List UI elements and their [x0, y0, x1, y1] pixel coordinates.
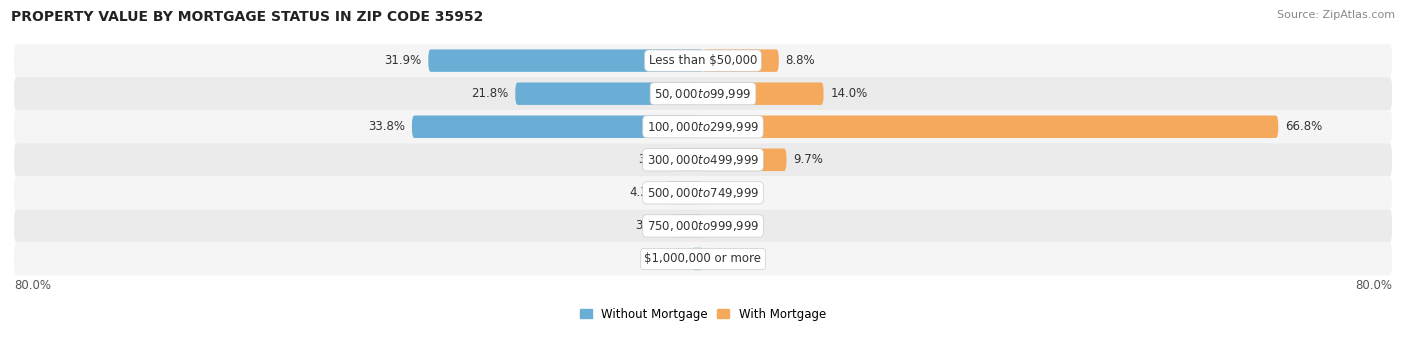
FancyBboxPatch shape [14, 77, 1392, 110]
FancyBboxPatch shape [14, 176, 1392, 209]
FancyBboxPatch shape [14, 44, 1392, 77]
Text: 80.0%: 80.0% [1355, 279, 1392, 292]
Text: $300,000 to $499,999: $300,000 to $499,999 [647, 153, 759, 167]
Legend: Without Mortgage, With Mortgage: Without Mortgage, With Mortgage [575, 303, 831, 325]
Text: 4.3%: 4.3% [630, 186, 659, 199]
FancyBboxPatch shape [515, 83, 703, 105]
Text: 21.8%: 21.8% [471, 87, 509, 100]
FancyBboxPatch shape [672, 215, 703, 237]
Text: $100,000 to $299,999: $100,000 to $299,999 [647, 120, 759, 134]
Text: Less than $50,000: Less than $50,000 [648, 54, 758, 67]
Text: 8.8%: 8.8% [786, 54, 815, 67]
Text: $750,000 to $999,999: $750,000 to $999,999 [647, 219, 759, 233]
Text: 0.38%: 0.38% [713, 253, 751, 266]
Text: $50,000 to $99,999: $50,000 to $99,999 [654, 87, 752, 101]
Text: 80.0%: 80.0% [14, 279, 51, 292]
FancyBboxPatch shape [14, 143, 1392, 176]
FancyBboxPatch shape [692, 248, 703, 270]
FancyBboxPatch shape [675, 149, 703, 171]
Text: 33.8%: 33.8% [368, 120, 405, 133]
Text: 0.0%: 0.0% [710, 219, 740, 233]
Text: 3.6%: 3.6% [636, 219, 665, 233]
FancyBboxPatch shape [412, 116, 703, 138]
FancyBboxPatch shape [666, 182, 703, 204]
FancyBboxPatch shape [14, 209, 1392, 242]
FancyBboxPatch shape [703, 182, 706, 204]
Text: 0.38%: 0.38% [713, 186, 751, 199]
Text: 3.3%: 3.3% [638, 153, 668, 166]
FancyBboxPatch shape [14, 242, 1392, 275]
Text: $500,000 to $749,999: $500,000 to $749,999 [647, 186, 759, 200]
Text: 14.0%: 14.0% [831, 87, 868, 100]
FancyBboxPatch shape [429, 49, 703, 72]
FancyBboxPatch shape [14, 110, 1392, 143]
FancyBboxPatch shape [703, 83, 824, 105]
Text: 66.8%: 66.8% [1285, 120, 1323, 133]
Text: 31.9%: 31.9% [384, 54, 422, 67]
FancyBboxPatch shape [703, 116, 1278, 138]
Text: Source: ZipAtlas.com: Source: ZipAtlas.com [1277, 10, 1395, 20]
Text: $1,000,000 or more: $1,000,000 or more [644, 253, 762, 266]
FancyBboxPatch shape [703, 49, 779, 72]
Text: 9.7%: 9.7% [793, 153, 824, 166]
FancyBboxPatch shape [703, 248, 706, 270]
Text: 1.3%: 1.3% [655, 253, 685, 266]
Text: PROPERTY VALUE BY MORTGAGE STATUS IN ZIP CODE 35952: PROPERTY VALUE BY MORTGAGE STATUS IN ZIP… [11, 10, 484, 24]
FancyBboxPatch shape [703, 149, 786, 171]
